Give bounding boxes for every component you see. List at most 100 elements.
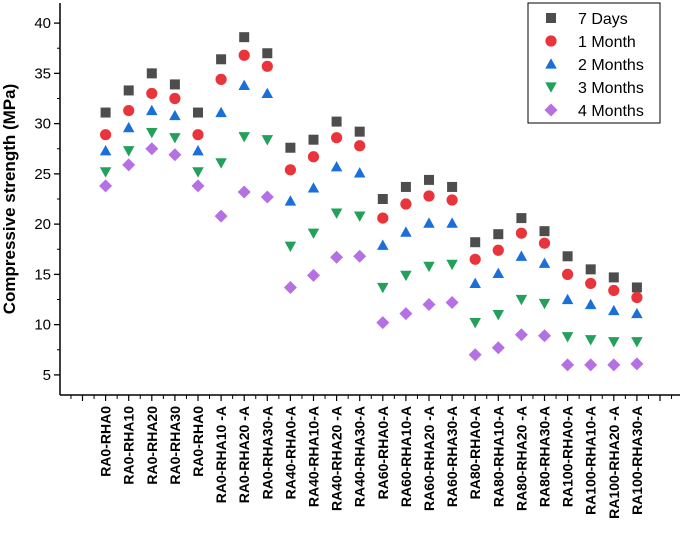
data-point [330, 161, 343, 172]
data-point [468, 348, 482, 362]
data-point [538, 257, 551, 268]
legend: 7 Days 1 Month 2 Months 3 Months 4 Months [527, 2, 661, 124]
data-point [146, 68, 157, 79]
legend-label: 2 Months [578, 57, 644, 74]
data-point [169, 109, 181, 121]
x-category-label: RA60-RHA0-A [375, 406, 391, 499]
legend-marker [544, 103, 558, 117]
data-point [284, 195, 297, 206]
data-point [122, 158, 136, 172]
series-1-month [100, 49, 643, 304]
data-point [469, 318, 481, 329]
data-point [123, 104, 135, 117]
data-point [376, 316, 390, 330]
data-point [261, 60, 273, 72]
data-point [470, 237, 481, 248]
data-point [584, 358, 598, 372]
data-point [283, 280, 297, 294]
x-category-label: RA0-RHA20 [144, 406, 160, 485]
data-point [400, 198, 412, 210]
data-point [584, 298, 597, 310]
data-point [261, 87, 274, 99]
data-point [307, 228, 320, 239]
x-category-label: RA100-RHA30-A [629, 406, 645, 515]
data-point [538, 298, 551, 310]
data-point [631, 291, 643, 304]
legend-marker [546, 13, 556, 23]
series-7-days [100, 32, 642, 293]
x-category-label: RA40-RHA10-A [306, 406, 322, 507]
data-point [261, 135, 274, 146]
data-point [307, 151, 320, 163]
y-tick-label: 35 [34, 65, 51, 82]
data-point [424, 174, 434, 185]
data-point [238, 79, 250, 91]
legend-marker [545, 35, 557, 47]
x-category-label: RA40-RHA30-A [352, 406, 368, 507]
data-point [445, 296, 459, 310]
data-point [631, 282, 642, 293]
y-axis-title: Compressive strength (MPa) [0, 84, 19, 315]
data-point [215, 73, 227, 85]
data-point [285, 142, 296, 153]
data-point [122, 146, 135, 157]
data-point [331, 132, 343, 144]
data-point [607, 358, 621, 372]
data-point [447, 181, 458, 192]
data-point [307, 182, 320, 193]
data-point [630, 357, 644, 371]
data-point [284, 164, 296, 176]
y-tick-label: 30 [34, 116, 51, 133]
data-point [423, 190, 435, 202]
data-point [469, 277, 481, 289]
data-point [307, 268, 320, 282]
y-tick-label: 5 [43, 367, 51, 384]
legend-item: 4 Months [544, 103, 644, 120]
data-point [122, 121, 135, 133]
data-point [562, 251, 573, 262]
data-point [308, 134, 319, 145]
data-point [423, 217, 435, 228]
data-point [538, 329, 551, 343]
data-point [169, 133, 181, 144]
x-category-label: RA0-RHA30 [167, 406, 183, 485]
data-point [193, 107, 203, 118]
y-axis: 5 10 15 20 25 30 35 40 [34, 15, 60, 384]
data-point [192, 145, 204, 156]
data-point [561, 332, 574, 343]
legend-item: 2 Months [545, 57, 644, 74]
data-point [631, 337, 643, 348]
data-point [423, 261, 435, 273]
data-point [330, 208, 343, 219]
x-category-label: RA80-RHA20 -A [513, 406, 529, 511]
data-point [538, 237, 551, 249]
data-point [491, 341, 505, 355]
data-point [214, 209, 228, 223]
data-point [492, 309, 505, 321]
y-tick-label: 25 [34, 166, 51, 183]
x-category-label: RA0-RHA10 -A [213, 406, 229, 503]
x-category-label: RA40-RHA0-A [282, 406, 298, 499]
data-point [584, 335, 597, 346]
legend-label: 4 Months [578, 103, 644, 120]
data-point [399, 307, 413, 321]
data-point [169, 92, 181, 105]
legend-marker [545, 82, 557, 93]
x-category-label: RA60-RHA10-A [398, 406, 414, 507]
data-point [191, 179, 205, 193]
data-point [608, 284, 620, 297]
legend-label: 7 Days [578, 11, 628, 28]
data-point [168, 148, 182, 162]
data-point [99, 145, 112, 156]
series-3-months [99, 128, 643, 348]
data-point [99, 167, 112, 178]
x-category-label: RA0-RHA20 -A [236, 406, 252, 503]
legend-item: 7 Days [546, 11, 628, 28]
data-point [514, 328, 528, 342]
data-point [400, 181, 411, 192]
data-point [608, 272, 619, 283]
series-2-months [99, 79, 643, 319]
data-point [146, 87, 158, 100]
y-tick-label: 15 [34, 266, 51, 283]
